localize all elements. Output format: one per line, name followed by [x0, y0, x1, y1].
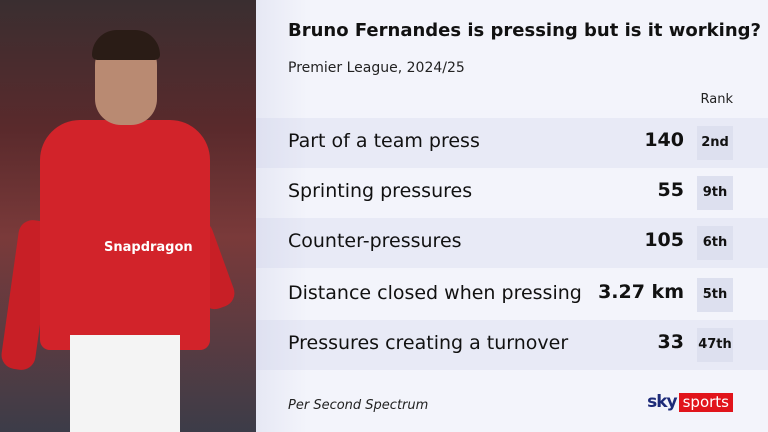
stat-label: Counter-pressures: [288, 230, 462, 252]
sky-sports-logo: sky sports: [647, 392, 733, 412]
page-subtitle: Premier League, 2024/25: [288, 60, 465, 76]
data-source: Per Second Spectrum: [288, 398, 429, 413]
stat-value: 140: [644, 129, 684, 151]
stats-panel: Bruno Fernandes is pressing but is it wo…: [256, 0, 768, 432]
stat-value: 105: [644, 229, 684, 251]
logo-sports: sports: [678, 392, 733, 412]
stat-rank: 6th: [697, 226, 733, 260]
photo-shorts: [70, 335, 180, 432]
photo-hair: [92, 30, 160, 60]
stat-row: Sprinting pressures 55 9th: [256, 168, 768, 218]
page-title: Bruno Fernandes is pressing but is it wo…: [288, 20, 761, 41]
logo-sky: sky: [647, 392, 677, 412]
rank-column-header: Rank: [700, 92, 733, 107]
stat-rank: 47th: [697, 328, 733, 362]
stat-row: Pressures creating a turnover 33 47th: [256, 320, 768, 370]
stat-value: 33: [657, 331, 684, 353]
stat-row: Part of a team press 140 2nd: [256, 118, 768, 168]
stat-rank: 2nd: [697, 126, 733, 160]
stat-rank: 5th: [697, 278, 733, 312]
stat-rank: 9th: [697, 176, 733, 210]
stat-value: 3.27 km: [598, 281, 684, 303]
stat-row: Distance closed when pressing 3.27 km 5t…: [256, 270, 768, 320]
stat-value: 55: [657, 179, 684, 201]
stat-label: Distance closed when pressing: [288, 282, 582, 304]
stat-label: Part of a team press: [288, 130, 480, 152]
player-photo: Snapdragon: [0, 0, 256, 432]
stat-label: Pressures creating a turnover: [288, 332, 569, 354]
shirt-sponsor: Snapdragon: [104, 240, 193, 255]
stat-row: Counter-pressures 105 6th: [256, 218, 768, 268]
photo-shirt: [40, 120, 210, 350]
stat-label: Sprinting pressures: [288, 180, 473, 202]
